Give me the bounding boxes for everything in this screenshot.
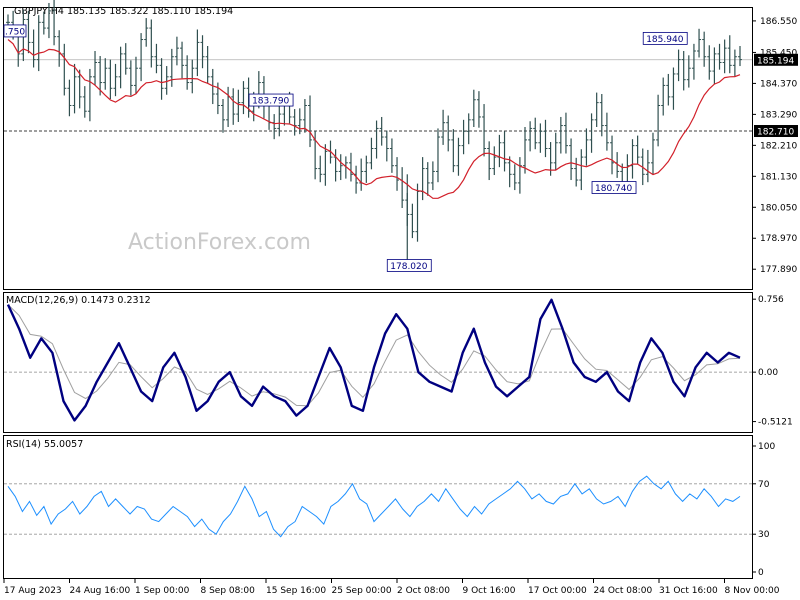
x-tick-label: 1 Sep 00:00: [135, 586, 190, 596]
support-level-label: 182.710: [757, 128, 794, 138]
macd-ytick-label: 0.756: [758, 295, 784, 305]
price-ytick-label: 182.210: [760, 141, 797, 151]
x-tick-label: 15 Sep 16:00: [266, 586, 326, 596]
current-price-label: 185.194: [757, 56, 794, 66]
price-ytick-label: 184.370: [760, 79, 797, 89]
x-tick-label: 25 Sep 00:00: [332, 586, 392, 596]
price-label-box: [248, 93, 294, 107]
price-label-box: [3, 24, 27, 38]
price-label: 180.740: [595, 184, 632, 194]
price-ytick-label: 185.450: [760, 48, 797, 58]
x-tick-label: 24 Aug 16:00: [70, 586, 131, 596]
price-label-box: [642, 31, 688, 45]
x-tick-label: 2 Oct 08:00: [397, 586, 450, 596]
price-header: GBPJPY,H4 185.135 185.322 185.110 185.19…: [14, 6, 233, 17]
price-ytick-label: 183.290: [760, 110, 797, 120]
macd-panel-frame: [3, 292, 753, 433]
watermark: ActionForex.com: [128, 230, 311, 255]
x-tick-label: 31 Oct 16:00: [659, 586, 718, 596]
x-tick-label: 17 Oct 00:00: [528, 586, 587, 596]
x-tick-label: 8 Sep 08:00: [201, 586, 256, 596]
price-ytick-label: 181.130: [760, 172, 797, 182]
macd-ytick-label: -0.5121: [758, 418, 793, 428]
price-ytick-label: 186.550: [760, 17, 797, 27]
price-label: 185.940: [646, 35, 683, 45]
macd-title: MACD(12,26,9) 0.1473 0.2312: [6, 295, 151, 306]
moving-average-line: [7, 39, 741, 199]
rsi-ytick-label: 100: [758, 442, 775, 452]
rsi-ytick-label: 70: [758, 480, 770, 490]
macd-ytick-label: 0.00: [758, 368, 778, 378]
macd-signal-line: [7, 304, 741, 407]
price-ytick-label: 178.970: [760, 234, 797, 244]
price-label: .750: [5, 27, 25, 37]
rsi-title: RSI(14) 55.0057: [6, 439, 83, 450]
x-tick-label: 17 Aug 2023: [4, 586, 62, 596]
current-price-tag: [754, 53, 798, 66]
x-tick-label: 8 Nov 00:00: [725, 586, 780, 596]
rsi-ytick-label: 0: [758, 568, 764, 578]
support-level-tag: [754, 125, 798, 138]
price-panel-frame: [3, 7, 753, 290]
price-ytick-label: 177.890: [760, 265, 797, 275]
x-tick-label: 9 Oct 16:00: [463, 586, 516, 596]
panel-frames: [3, 7, 753, 579]
rsi-panel-frame: [3, 435, 753, 579]
price-ytick-label: 180.050: [760, 203, 797, 213]
macd-line: [6, 298, 741, 422]
price-label: 183.790: [252, 97, 289, 107]
x-tick-label: 24 Oct 08:00: [594, 586, 653, 596]
price-bars: [6, 0, 742, 242]
rsi-ytick-label: 30: [758, 530, 770, 540]
price-label-box: [591, 181, 637, 194]
price-label-box: [386, 259, 432, 272]
price-label: 178.020: [390, 262, 427, 272]
rsi-line: [7, 475, 741, 538]
